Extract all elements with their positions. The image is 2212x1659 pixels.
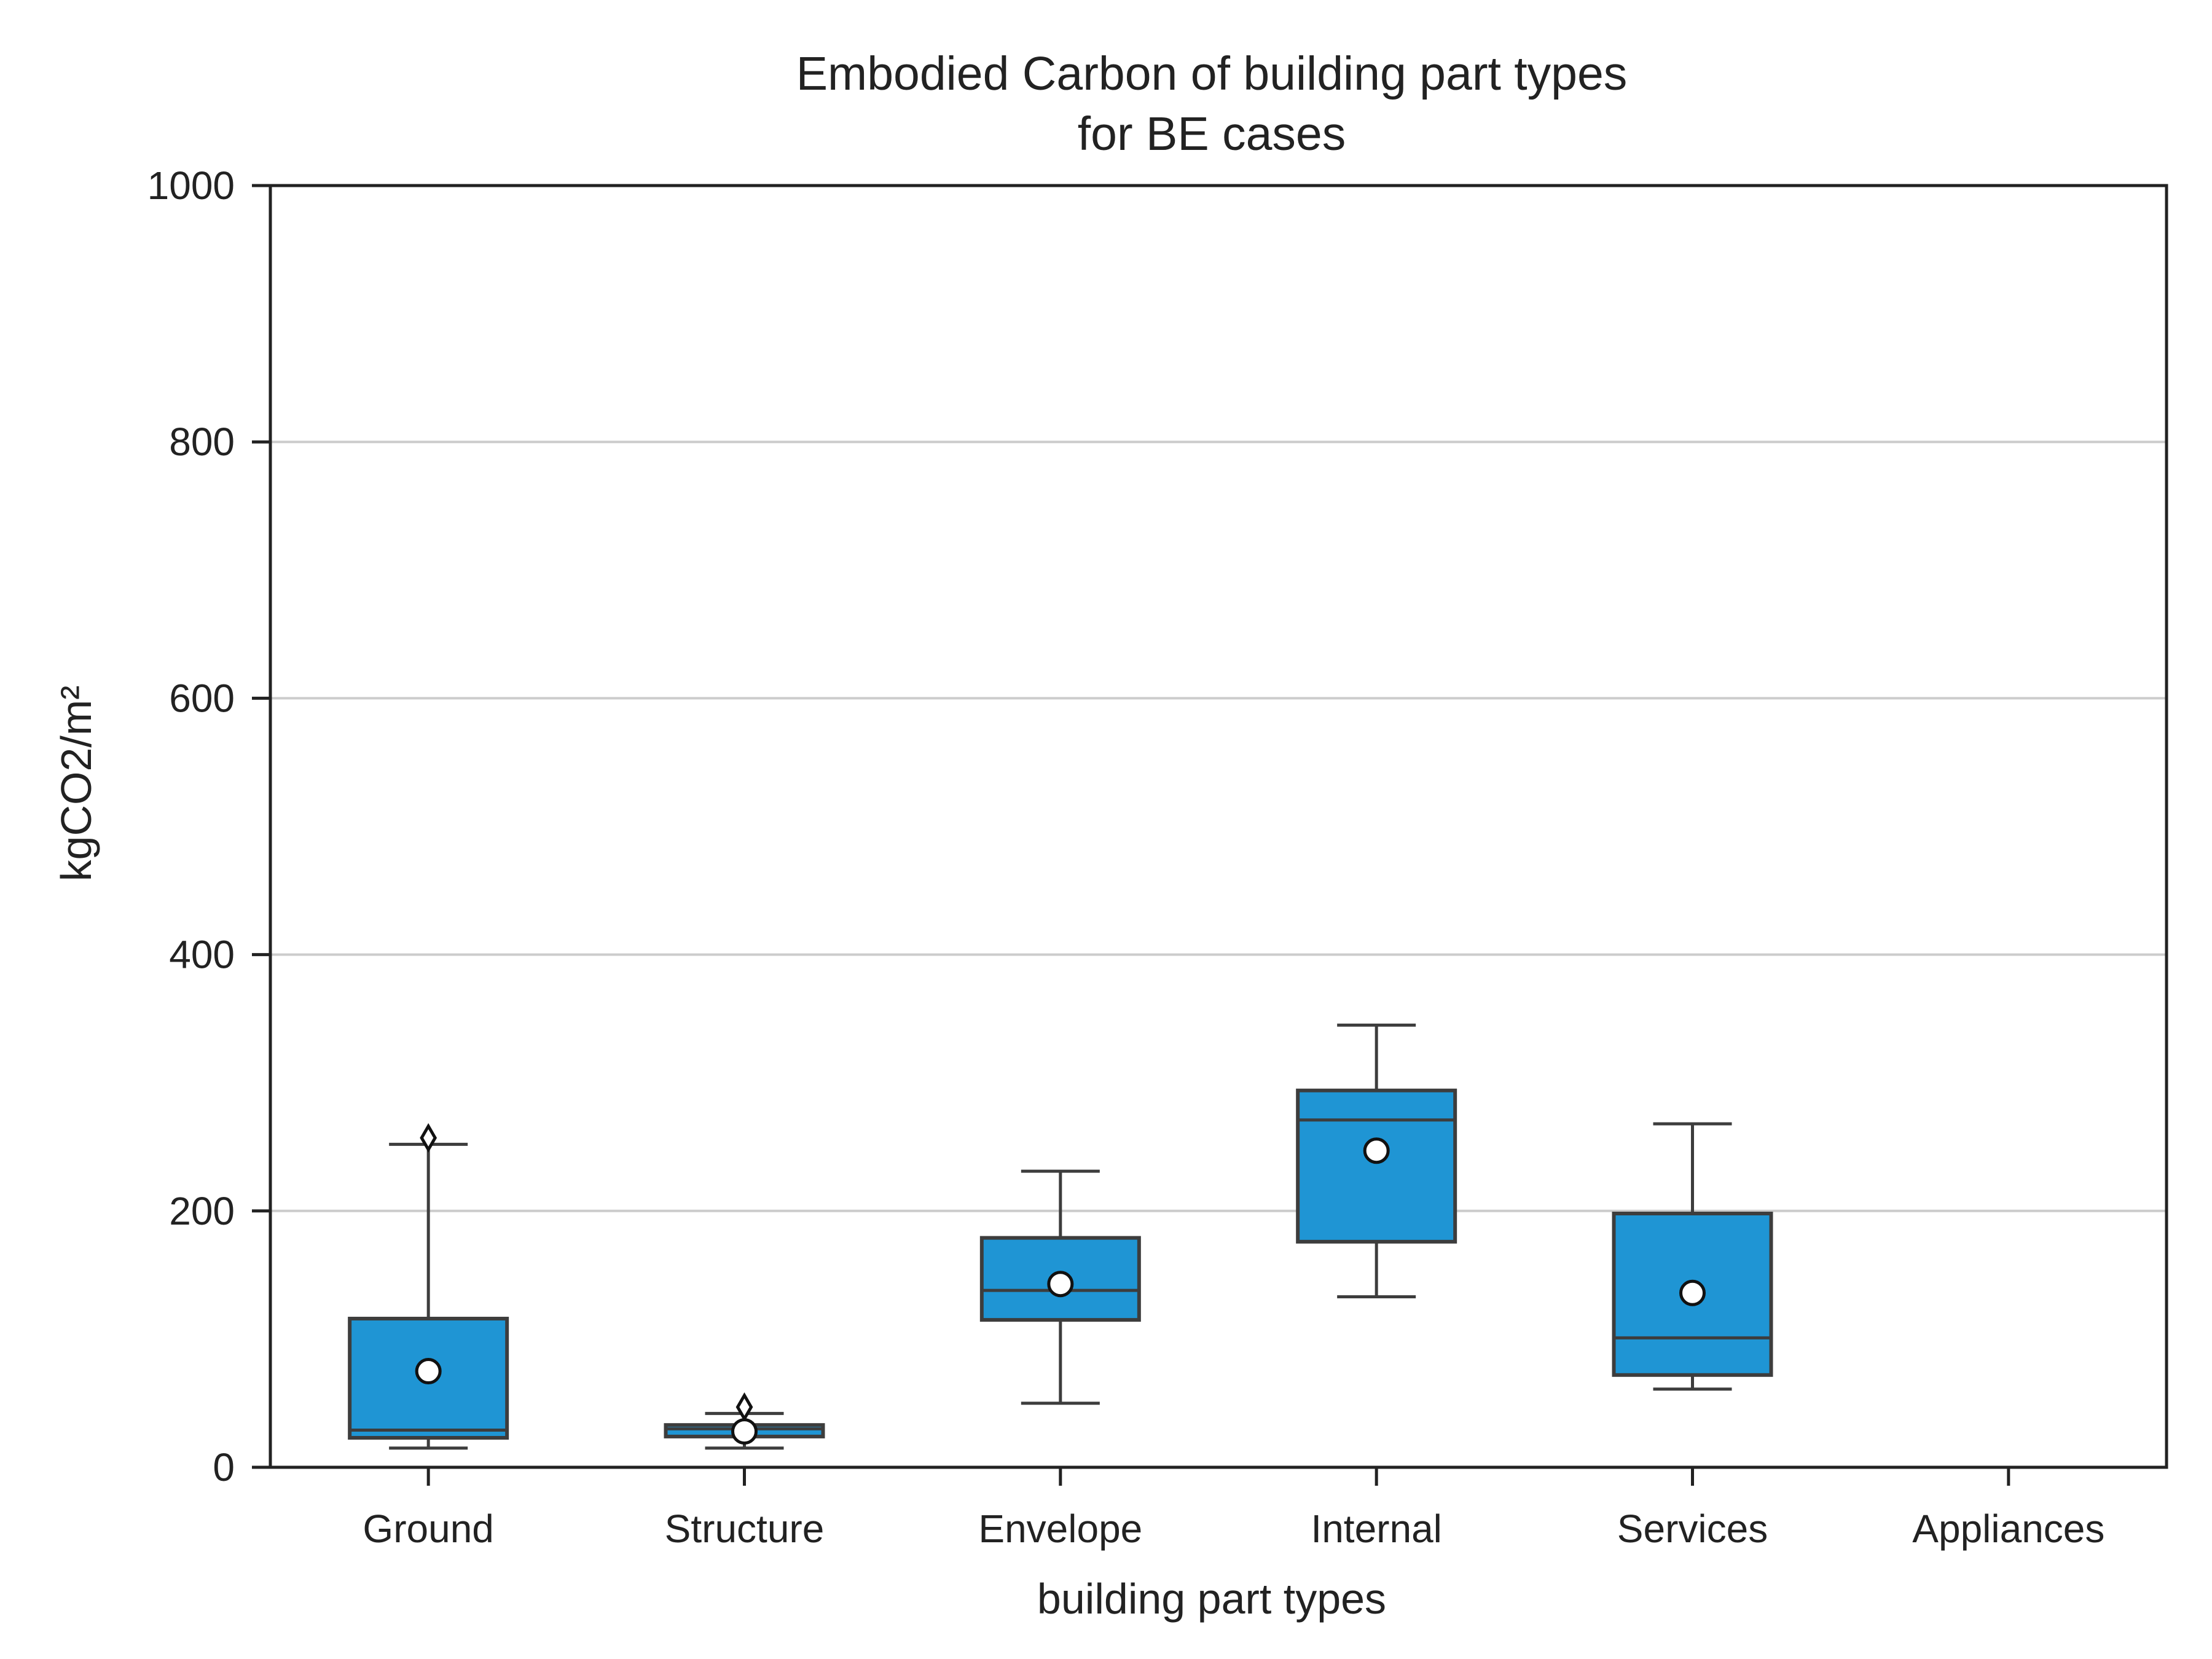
mean-marker	[1047, 1271, 1074, 1298]
mean-marker	[1679, 1279, 1706, 1306]
box-internal	[1296, 1023, 1457, 1299]
x-tick-label: Appliances	[1912, 1507, 2104, 1551]
box-structure	[664, 1392, 825, 1450]
chart-title: Embodied Carbon of building part types	[796, 47, 1628, 100]
plot-frame	[269, 184, 2168, 1469]
boxes	[348, 1023, 1773, 1450]
box-envelope	[979, 1169, 1141, 1405]
mean-marker	[415, 1358, 442, 1385]
y-tick-label: 600	[169, 676, 235, 720]
y-tick-label: 800	[169, 420, 235, 464]
x-tick-label: Envelope	[978, 1507, 1142, 1551]
y-tick-label: 400	[169, 933, 235, 977]
box-ground	[348, 1123, 509, 1450]
y-tick-label: 1000	[147, 163, 235, 208]
y-axis-label: kgCO2/m²	[52, 686, 100, 882]
box-services	[1612, 1122, 1773, 1391]
x-tick-label: Internal	[1311, 1507, 1441, 1551]
axes: 0 200 400 600 800 1000 Ground Structure Envelope…	[147, 163, 2168, 1551]
outlier-marker	[735, 1392, 753, 1422]
x-tick-label: Services	[1617, 1507, 1768, 1551]
x-tick-label: Structure	[665, 1507, 825, 1551]
gridlines	[270, 441, 2167, 1212]
y-tick-label: 0	[213, 1445, 235, 1489]
y-tick-label: 200	[169, 1189, 235, 1233]
mean-marker	[1363, 1137, 1390, 1164]
x-tick-label: Ground	[363, 1507, 493, 1551]
mean-marker	[731, 1418, 758, 1445]
x-axis-label: building part types	[1037, 1575, 1386, 1623]
iqr-box	[1296, 1088, 1457, 1244]
chart-subtitle: for BE cases	[1078, 108, 1346, 160]
outlier-marker	[420, 1123, 437, 1153]
